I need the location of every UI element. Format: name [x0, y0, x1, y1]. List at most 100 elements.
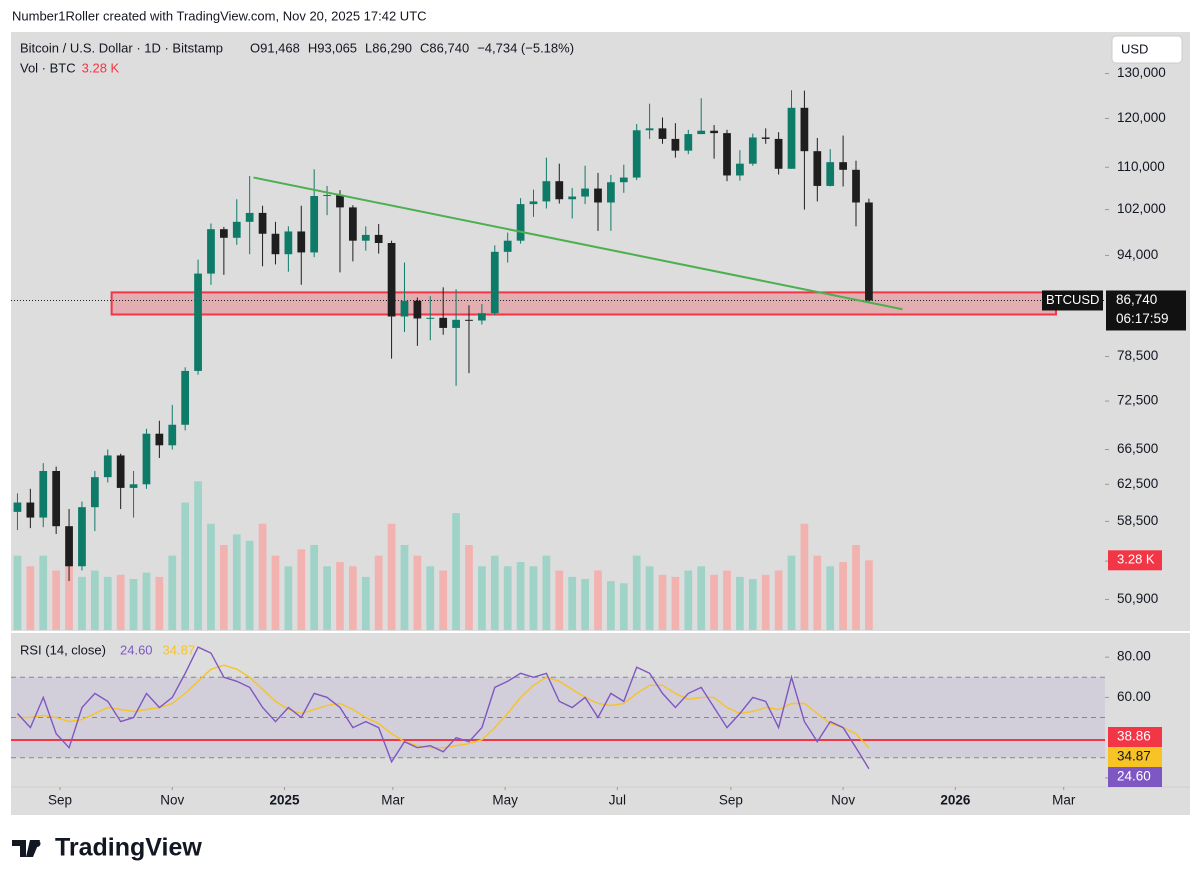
x-tick-label: Sep — [719, 793, 743, 808]
candle-body — [865, 202, 873, 301]
volume-bar — [568, 576, 577, 630]
x-tick-label: Nov — [160, 793, 184, 808]
volume-bar — [26, 566, 35, 630]
candle-body — [155, 433, 164, 446]
volume-bar — [800, 523, 809, 630]
volume-bar — [194, 481, 202, 630]
candle-body — [39, 470, 48, 518]
candle-body — [90, 477, 99, 508]
rsi-title: RSI (14, close) — [20, 642, 106, 657]
currency-button[interactable] — [1111, 35, 1183, 64]
volume-bar — [361, 576, 370, 630]
volume-bar — [336, 562, 344, 630]
y-tick-label: 110,000 — [1117, 159, 1165, 174]
volume-bar — [787, 555, 796, 630]
volume-legend-value: 3.28 K — [82, 60, 120, 75]
volume-bar — [852, 545, 860, 630]
candle-body — [452, 319, 460, 328]
volume-bar — [452, 513, 460, 630]
volume-bar — [258, 523, 267, 630]
candle-body — [413, 300, 422, 319]
volume-bar — [723, 570, 731, 630]
volume-bar — [555, 570, 564, 630]
candle-body — [194, 273, 202, 371]
chart-background — [11, 32, 1190, 815]
candle-body — [400, 300, 409, 317]
rsi-badge-label: 34.87 — [1117, 749, 1151, 764]
rsi-legend-value: 24.60 — [120, 642, 153, 657]
legend-value: −4,734 (−5.18%) — [477, 40, 574, 55]
volume-bar — [529, 566, 538, 630]
candle-body — [671, 138, 680, 151]
candle-body — [568, 196, 577, 200]
candle-body — [13, 502, 22, 512]
candle-body — [710, 130, 718, 134]
candle-body — [503, 240, 512, 252]
rsi-line — [16, 646, 870, 770]
candle-body — [607, 182, 615, 203]
trendline — [253, 176, 903, 311]
candle-body — [323, 194, 331, 197]
volume-bar — [181, 502, 190, 630]
candle-body — [478, 313, 486, 321]
logo: TradingView — [12, 834, 202, 862]
candle-body — [271, 233, 280, 255]
candle-body — [439, 317, 448, 328]
y-tick-label: 130,000 — [1117, 65, 1166, 80]
volume-bar — [387, 523, 396, 630]
logo-text: TradingView — [55, 834, 202, 862]
y-tick-label: 94,000 — [1117, 247, 1158, 262]
volume-bar — [413, 555, 422, 630]
volume-bar — [632, 555, 641, 630]
candle-body — [26, 502, 35, 518]
candle-body — [839, 162, 847, 170]
volume-bar — [826, 566, 835, 630]
volume-bar — [142, 572, 151, 630]
volume-bar — [671, 576, 680, 630]
rsi-badge-label: 24.60 — [1117, 769, 1151, 784]
candle-body — [736, 163, 744, 176]
countdown-label: 06:17:59 — [1116, 311, 1169, 326]
logo-icon — [12, 840, 40, 857]
candle-body — [632, 130, 641, 178]
x-tick-label: Nov — [831, 793, 855, 808]
volume-bar — [813, 555, 822, 630]
volume-bar — [542, 555, 551, 630]
volume-bar — [490, 555, 499, 630]
candle-body — [774, 138, 783, 169]
volume-badge — [1108, 550, 1162, 571]
candle-body — [168, 424, 177, 446]
volume-bar — [168, 555, 177, 630]
candle-body — [529, 201, 538, 205]
volume-bar — [284, 566, 293, 630]
price-badge — [1106, 290, 1186, 331]
candle-body — [761, 137, 770, 139]
candle-body — [619, 177, 628, 183]
volume-bar — [374, 555, 383, 630]
volume-legend: Vol · BTC — [20, 60, 76, 75]
volume-bar — [607, 581, 615, 630]
volume-bar — [245, 540, 254, 630]
candle-body — [116, 455, 125, 488]
candle-body — [142, 433, 151, 485]
rsi-badge — [1108, 767, 1162, 787]
y-tick-label: 66,500 — [1117, 441, 1158, 456]
candle-body — [542, 181, 551, 202]
candle-body — [207, 229, 215, 274]
y-tick-label: 78,500 — [1117, 348, 1158, 363]
candle-body — [232, 221, 241, 238]
candle-body — [52, 470, 61, 527]
candle-body — [103, 455, 112, 478]
symbol-badge — [1042, 290, 1103, 311]
y-tick-label: 50,900 — [1117, 591, 1158, 606]
candle-body — [465, 319, 473, 321]
legend-value: H93,065 — [308, 40, 357, 55]
x-tick-label: Sep — [48, 793, 72, 808]
x-tick-label: May — [492, 793, 518, 808]
volume-bar — [39, 555, 48, 630]
y-tick-label: 62,500 — [1117, 476, 1158, 491]
candle-body — [65, 526, 73, 567]
candle-body — [826, 162, 835, 186]
rsi-badge-label: 38.86 — [1117, 729, 1151, 744]
candle-body — [697, 130, 706, 135]
